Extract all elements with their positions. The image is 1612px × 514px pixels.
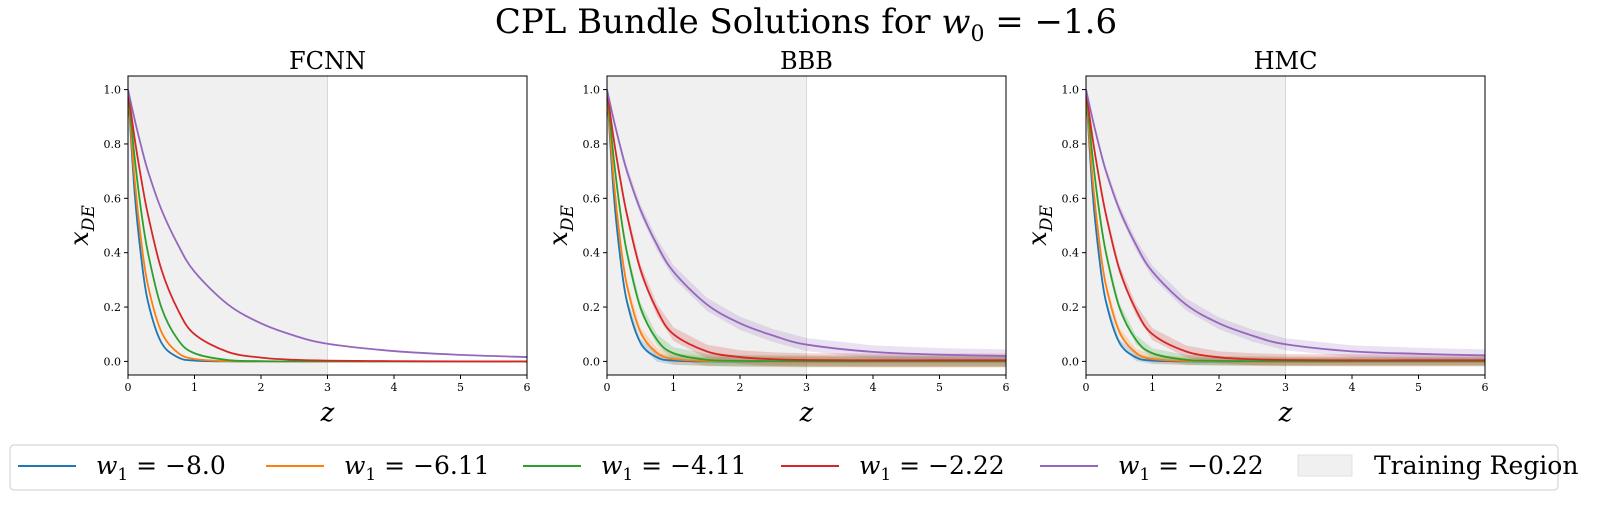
y-tick-label: 0.0 (583, 355, 601, 368)
y-axis-label: xDE (65, 205, 99, 246)
x-tick-label: 3 (1282, 381, 1289, 394)
x-tick-label: 6 (1003, 381, 1010, 394)
x-tick-label: 0 (604, 381, 611, 394)
legend-label: w1 = −6.11 (344, 451, 490, 485)
legend-item-training-region: Training Region (1297, 451, 1578, 480)
series-line-5 (128, 89, 527, 358)
legend-item-2: w1 = −6.11 (266, 451, 490, 485)
x-tick-label: 4 (870, 381, 877, 394)
x-tick-label: 3 (324, 381, 331, 394)
uncertainty-band-2 (1086, 89, 1485, 366)
y-tick-label: 0.6 (104, 192, 122, 205)
x-tick-label: 0 (125, 381, 132, 394)
panel-title: HMC (1254, 47, 1318, 75)
y-tick-label: 0.2 (583, 301, 601, 314)
series-line-5 (607, 89, 1006, 357)
series-line-5 (1086, 89, 1485, 357)
y-tick-label: 0.6 (1062, 192, 1080, 205)
plot-area (1086, 89, 1485, 367)
training-region (607, 76, 807, 375)
panel-title: BBB (780, 47, 833, 75)
x-tick-label: 4 (1349, 381, 1356, 394)
panels: 0 1 2 3 4 5 6 0.0 0.2 0.4 0.6 0.8 1.0 FCNN z xDE 0 1 2 3 4 5 6… (65, 47, 1489, 428)
legend-label: Training Region (1374, 451, 1578, 480)
y-tick-label: 1.0 (583, 84, 601, 97)
legend-frame (9, 444, 1559, 491)
plot-area (607, 89, 1006, 368)
x-tick-label: 3 (803, 381, 810, 394)
x-tick-label: 4 (391, 381, 398, 394)
x-tick-label: 1 (670, 381, 677, 394)
x-axis-label: z (799, 398, 814, 428)
legend-label: w1 = −8.0 (96, 451, 226, 485)
y-tick-label: 0.8 (104, 138, 122, 151)
y-tick-label: 0.2 (104, 301, 122, 314)
legend-item-4: w1 = −2.22 (781, 451, 1005, 485)
y-tick-label: 1.0 (104, 84, 122, 97)
y-tick-label: 0.8 (583, 138, 601, 151)
x-tick-label: 2 (1216, 381, 1223, 394)
legend-label: w1 = −0.22 (1118, 451, 1264, 485)
x-axis-label: z (320, 398, 335, 428)
series-line-3 (607, 89, 1006, 363)
x-tick-label: 0 (1083, 381, 1090, 394)
uncertainty-band-2 (607, 89, 1006, 367)
legend-item-3: w1 = −4.11 (523, 451, 747, 485)
x-tick-label: 5 (457, 381, 464, 394)
y-tick-label: 0.2 (1062, 301, 1080, 314)
panel-title: FCNN (289, 47, 366, 75)
legend-label: w1 = −2.22 (859, 451, 1005, 485)
series-line-4 (607, 89, 1006, 362)
y-tick-label: 1.0 (1062, 84, 1080, 97)
series-line-4 (128, 89, 527, 363)
x-tick-label: 5 (936, 381, 943, 394)
y-tick-label: 0.4 (1062, 247, 1080, 260)
legend-label: w1 = −4.11 (601, 451, 747, 485)
legend-item-1: w1 = −8.0 (18, 451, 226, 485)
plot-area (128, 89, 527, 363)
x-axis-label: z (1278, 398, 1293, 428)
y-tick-label: 0.8 (1062, 138, 1080, 151)
series-line-3 (1086, 89, 1485, 363)
x-tick-label: 5 (1415, 381, 1422, 394)
y-tick-label: 0.4 (104, 247, 122, 260)
legend-patch (1297, 454, 1353, 477)
x-tick-label: 1 (191, 381, 198, 394)
y-tick-label: 0.0 (104, 355, 122, 368)
x-tick-label: 1 (1149, 381, 1156, 394)
x-tick-label: 6 (1482, 381, 1489, 394)
y-tick-label: 0.6 (583, 192, 601, 205)
training-region (1086, 76, 1286, 375)
series-line-4 (1086, 89, 1485, 362)
y-tick-label: 0.0 (1062, 355, 1080, 368)
x-tick-label: 6 (524, 381, 531, 394)
legend: w1 = −8.0 w1 = −6.11 w1 = −4.11 w1 = −2.22 w… (9, 444, 1578, 491)
y-tick-label: 0.4 (583, 247, 601, 260)
x-tick-label: 2 (258, 381, 265, 394)
panel-fcnn: 0 1 2 3 4 5 6 0.0 0.2 0.4 0.6 0.8 1.0 FCNN z xDE (65, 47, 531, 428)
y-axis-label: xDE (1023, 205, 1057, 246)
training-region (128, 76, 328, 375)
figure-title: CPL Bundle Solutions for w0 = −1.6 (495, 2, 1117, 47)
x-tick-label: 2 (737, 381, 744, 394)
panel-bbb: 0 1 2 3 4 5 6 0.0 0.2 0.4 0.6 0.8 1.0 BBB z xDE (544, 47, 1010, 428)
legend-item-5: w1 = −0.22 (1040, 451, 1264, 485)
y-axis-label: xDE (544, 205, 578, 246)
panel-hmc: 0 1 2 3 4 5 6 0.0 0.2 0.4 0.6 0.8 1.0 HMC z xDE (1023, 47, 1489, 428)
